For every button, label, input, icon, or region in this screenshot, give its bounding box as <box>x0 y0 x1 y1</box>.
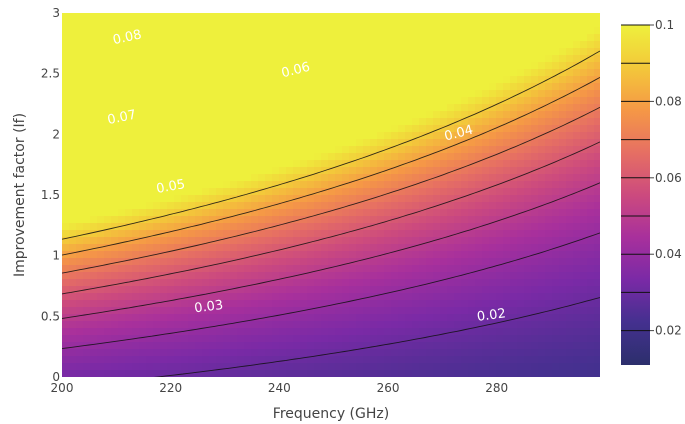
contour-lines <box>62 50 600 377</box>
contour-label: 0.07 <box>106 108 137 128</box>
contour-line <box>62 232 600 350</box>
y-tick-label: 3 <box>52 6 60 20</box>
contour-line <box>62 182 600 319</box>
colorbar-tick-label: 0.02 <box>655 324 682 338</box>
contour-line <box>62 141 600 295</box>
colorbar: 0.02 0.04 0.06 0.08 0.1 <box>621 18 682 365</box>
contour-labels: 0.08 0.07 0.06 0.05 0.04 0.03 0.02 <box>106 27 506 325</box>
y-tick-label: 2 <box>52 127 60 141</box>
x-tick-label: 200 <box>51 381 74 395</box>
contour-label: 0.08 <box>112 27 143 48</box>
contour-label: 0.05 <box>155 177 186 197</box>
contour-line <box>62 50 600 240</box>
x-axis: 200 220 240 260 280 <box>51 381 509 395</box>
colorbar-tick-label: 0.04 <box>655 247 682 261</box>
heatmap-layer <box>62 13 600 377</box>
contour-label: 0.04 <box>443 123 475 145</box>
y-tick-label: 1.5 <box>41 188 60 202</box>
y-tick-label: 0 <box>52 370 60 384</box>
contour-line <box>153 297 600 377</box>
contour-line <box>62 77 600 256</box>
x-axis-title: Frequency (GHz) <box>273 406 389 422</box>
colorbar-tick-label: 0.06 <box>655 171 682 185</box>
colorbar-tick-label: 0.1 <box>655 18 674 32</box>
y-axis-title: Improvement factor (If) <box>12 113 28 277</box>
y-tick-label: 2.5 <box>41 67 60 81</box>
contour-label: 0.02 <box>476 306 507 325</box>
contour-label: 0.06 <box>280 60 312 82</box>
colorbar-tick-label: 0.08 <box>655 94 682 108</box>
y-axis: 0 0.5 1 1.5 2 2.5 3 <box>41 6 60 384</box>
x-tick-label: 260 <box>377 381 400 395</box>
x-tick-label: 220 <box>159 381 182 395</box>
y-tick-label: 1 <box>52 249 60 263</box>
y-tick-label: 0.5 <box>41 309 60 323</box>
x-tick-label: 240 <box>268 381 291 395</box>
contour-label: 0.03 <box>193 298 224 317</box>
colorbar-gradient <box>621 25 650 365</box>
x-tick-label: 280 <box>485 381 508 395</box>
contour-line <box>62 106 600 274</box>
